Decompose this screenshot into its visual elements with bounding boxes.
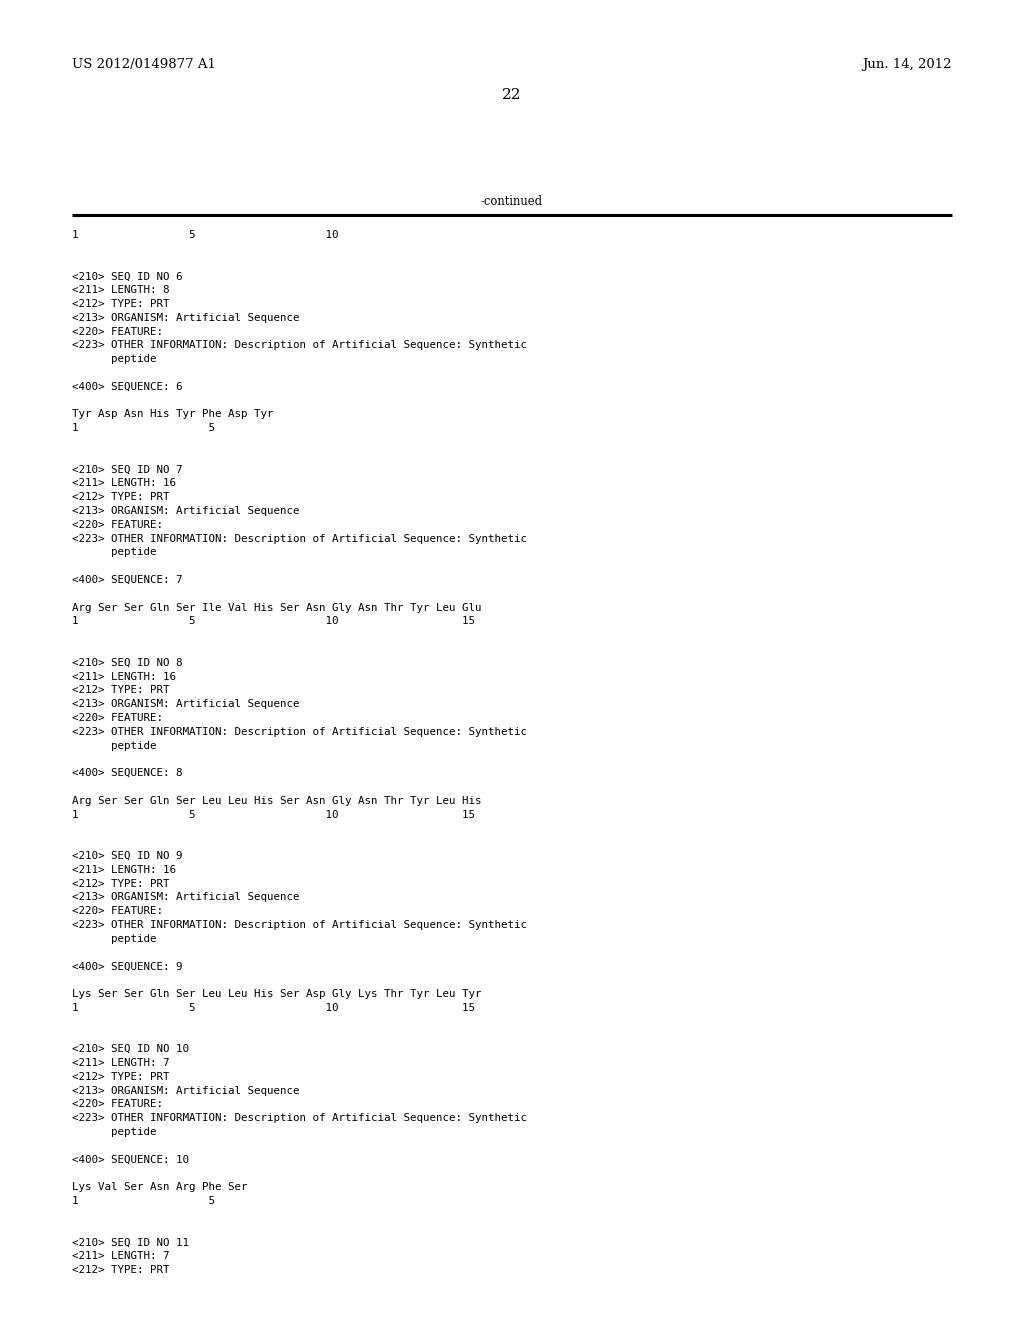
- Text: 1                 5                    10                   15: 1 5 10 15: [72, 1003, 475, 1012]
- Text: <213> ORGANISM: Artificial Sequence: <213> ORGANISM: Artificial Sequence: [72, 1085, 299, 1096]
- Text: <400> SEQUENCE: 6: <400> SEQUENCE: 6: [72, 381, 182, 392]
- Text: <400> SEQUENCE: 7: <400> SEQUENCE: 7: [72, 576, 182, 585]
- Text: <212> TYPE: PRT: <212> TYPE: PRT: [72, 300, 170, 309]
- Text: -continued: -continued: [481, 195, 543, 209]
- Text: <210> SEQ ID NO 10: <210> SEQ ID NO 10: [72, 1044, 189, 1055]
- Text: Arg Ser Ser Gln Ser Leu Leu His Ser Asn Gly Asn Thr Tyr Leu His: Arg Ser Ser Gln Ser Leu Leu His Ser Asn …: [72, 796, 481, 805]
- Text: <223> OTHER INFORMATION: Description of Artificial Sequence: Synthetic: <223> OTHER INFORMATION: Description of …: [72, 727, 527, 737]
- Text: 1                 5                    10                   15: 1 5 10 15: [72, 616, 475, 627]
- Text: <212> TYPE: PRT: <212> TYPE: PRT: [72, 685, 170, 696]
- Text: peptide: peptide: [72, 933, 157, 944]
- Text: Lys Val Ser Asn Arg Phe Ser: Lys Val Ser Asn Arg Phe Ser: [72, 1183, 248, 1192]
- Text: <212> TYPE: PRT: <212> TYPE: PRT: [72, 1072, 170, 1082]
- Text: 1                    5: 1 5: [72, 424, 215, 433]
- Text: <211> LENGTH: 7: <211> LENGTH: 7: [72, 1059, 170, 1068]
- Text: <223> OTHER INFORMATION: Description of Artificial Sequence: Synthetic: <223> OTHER INFORMATION: Description of …: [72, 341, 527, 350]
- Text: <213> ORGANISM: Artificial Sequence: <213> ORGANISM: Artificial Sequence: [72, 892, 299, 903]
- Text: Lys Ser Ser Gln Ser Leu Leu His Ser Asp Gly Lys Thr Tyr Leu Tyr: Lys Ser Ser Gln Ser Leu Leu His Ser Asp …: [72, 989, 481, 999]
- Text: <220> FEATURE:: <220> FEATURE:: [72, 713, 163, 723]
- Text: 1                 5                    10: 1 5 10: [72, 230, 339, 240]
- Text: <213> ORGANISM: Artificial Sequence: <213> ORGANISM: Artificial Sequence: [72, 700, 299, 709]
- Text: peptide: peptide: [72, 548, 157, 557]
- Text: <211> LENGTH: 16: <211> LENGTH: 16: [72, 672, 176, 681]
- Text: Tyr Asp Asn His Tyr Phe Asp Tyr: Tyr Asp Asn His Tyr Phe Asp Tyr: [72, 409, 273, 420]
- Text: <211> LENGTH: 8: <211> LENGTH: 8: [72, 285, 170, 296]
- Text: <223> OTHER INFORMATION: Description of Artificial Sequence: Synthetic: <223> OTHER INFORMATION: Description of …: [72, 1113, 527, 1123]
- Text: peptide: peptide: [72, 741, 157, 751]
- Text: <210> SEQ ID NO 8: <210> SEQ ID NO 8: [72, 657, 182, 668]
- Text: <210> SEQ ID NO 6: <210> SEQ ID NO 6: [72, 272, 182, 281]
- Text: <210> SEQ ID NO 7: <210> SEQ ID NO 7: [72, 465, 182, 475]
- Text: <220> FEATURE:: <220> FEATURE:: [72, 907, 163, 916]
- Text: <220> FEATURE:: <220> FEATURE:: [72, 1100, 163, 1109]
- Text: <400> SEQUENCE: 8: <400> SEQUENCE: 8: [72, 768, 182, 779]
- Text: <213> ORGANISM: Artificial Sequence: <213> ORGANISM: Artificial Sequence: [72, 506, 299, 516]
- Text: peptide: peptide: [72, 354, 157, 364]
- Text: <211> LENGTH: 16: <211> LENGTH: 16: [72, 865, 176, 875]
- Text: <210> SEQ ID NO 11: <210> SEQ ID NO 11: [72, 1237, 189, 1247]
- Text: 1                    5: 1 5: [72, 1196, 215, 1206]
- Text: <400> SEQUENCE: 10: <400> SEQUENCE: 10: [72, 1155, 189, 1164]
- Text: <223> OTHER INFORMATION: Description of Artificial Sequence: Synthetic: <223> OTHER INFORMATION: Description of …: [72, 533, 527, 544]
- Text: 1                 5                    10                   15: 1 5 10 15: [72, 809, 475, 820]
- Text: <400> SEQUENCE: 9: <400> SEQUENCE: 9: [72, 961, 182, 972]
- Text: <220> FEATURE:: <220> FEATURE:: [72, 326, 163, 337]
- Text: <223> OTHER INFORMATION: Description of Artificial Sequence: Synthetic: <223> OTHER INFORMATION: Description of …: [72, 920, 527, 931]
- Text: <212> TYPE: PRT: <212> TYPE: PRT: [72, 879, 170, 888]
- Text: Jun. 14, 2012: Jun. 14, 2012: [862, 58, 952, 71]
- Text: <211> LENGTH: 7: <211> LENGTH: 7: [72, 1251, 170, 1261]
- Text: <212> TYPE: PRT: <212> TYPE: PRT: [72, 1265, 170, 1275]
- Text: <210> SEQ ID NO 9: <210> SEQ ID NO 9: [72, 851, 182, 861]
- Text: US 2012/0149877 A1: US 2012/0149877 A1: [72, 58, 216, 71]
- Text: peptide: peptide: [72, 1127, 157, 1137]
- Text: <211> LENGTH: 16: <211> LENGTH: 16: [72, 478, 176, 488]
- Text: <212> TYPE: PRT: <212> TYPE: PRT: [72, 492, 170, 502]
- Text: <220> FEATURE:: <220> FEATURE:: [72, 520, 163, 529]
- Text: <213> ORGANISM: Artificial Sequence: <213> ORGANISM: Artificial Sequence: [72, 313, 299, 323]
- Text: 22: 22: [502, 88, 522, 102]
- Text: Arg Ser Ser Gln Ser Ile Val His Ser Asn Gly Asn Thr Tyr Leu Glu: Arg Ser Ser Gln Ser Ile Val His Ser Asn …: [72, 603, 481, 612]
